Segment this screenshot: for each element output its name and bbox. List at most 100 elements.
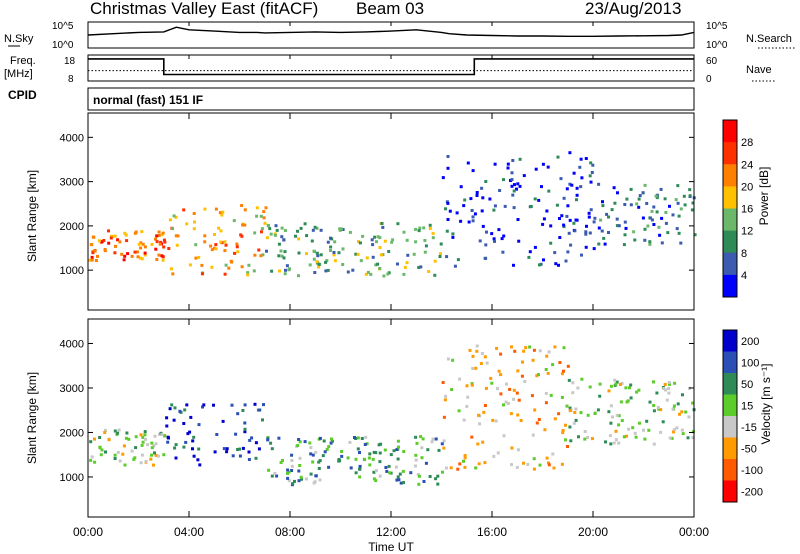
velocity-cell	[185, 403, 189, 407]
velocity-cell	[615, 413, 619, 417]
power-cell	[597, 242, 601, 246]
velocity-cell	[535, 421, 539, 425]
velocity-cell	[465, 404, 469, 408]
velocity-cell	[397, 445, 400, 449]
power-cell	[512, 189, 516, 193]
power-cell	[428, 227, 432, 230]
power-cell	[675, 227, 679, 231]
power-cell	[88, 258, 92, 262]
velocity-cell	[609, 384, 613, 388]
velocity-cell	[243, 427, 247, 431]
nsky-label: N.Sky	[4, 33, 34, 45]
velocity-cell	[125, 431, 129, 435]
power-cell	[493, 162, 497, 166]
velocity-cell	[491, 418, 495, 422]
velocity-cell	[124, 436, 128, 440]
velocity-cell	[481, 440, 485, 444]
power-cell	[541, 162, 545, 166]
power-cell	[209, 244, 213, 248]
velocity-cell	[182, 422, 186, 425]
power-cell	[556, 155, 560, 159]
velocity-cell	[577, 435, 580, 439]
power-cell	[351, 268, 355, 272]
power-ytick-label: 1000	[60, 265, 84, 277]
velocity-cell	[303, 440, 307, 444]
velocity-cell	[281, 459, 284, 462]
power-cell	[257, 248, 261, 252]
velocity-cell	[458, 377, 462, 381]
velocity-cell	[512, 397, 515, 401]
nsky-tick-bottom: 10^0	[52, 40, 74, 51]
power-colorbar-tick: 8	[741, 248, 747, 260]
velocity-cell	[121, 452, 125, 456]
velocity-cell	[686, 436, 690, 440]
velocity-cell	[449, 466, 453, 470]
velocity-cell	[299, 475, 303, 479]
power-cell	[515, 187, 518, 191]
power-cell	[555, 203, 559, 207]
power-cell	[274, 224, 278, 228]
power-cell	[624, 226, 628, 230]
power-cell	[155, 258, 159, 261]
power-cell	[589, 208, 593, 212]
freq-tick-bottom: 8	[68, 74, 74, 85]
velocity-cell	[182, 445, 186, 449]
power-cell	[214, 243, 218, 247]
noise-panel: 10^5 10^0 10^5 10^0	[52, 21, 728, 51]
power-cell	[537, 198, 541, 202]
velocity-cell	[364, 435, 368, 439]
velocity-cell	[397, 478, 401, 482]
velocity-cell	[568, 425, 572, 429]
velocity-cell	[134, 435, 138, 439]
power-cell	[589, 180, 593, 184]
velocity-cell	[519, 419, 523, 422]
velocity-cell	[154, 453, 158, 457]
velocity-cell	[619, 400, 623, 404]
power-cell	[641, 191, 645, 195]
velocity-cell	[378, 474, 382, 478]
velocity-cell	[691, 436, 695, 440]
power-cell	[668, 204, 671, 208]
velocity-colorbar-label: Velocity [m s⁻¹]	[759, 363, 773, 444]
velocity-cell	[515, 465, 519, 469]
velocity-cell	[573, 411, 577, 414]
power-cell	[603, 242, 607, 246]
velocity-cell	[569, 439, 573, 443]
power-cell	[185, 222, 189, 226]
velocity-cell	[173, 406, 177, 410]
power-cell	[538, 263, 541, 267]
velocity-cell	[502, 403, 505, 407]
power-cell	[203, 207, 207, 211]
velocity-cell	[279, 461, 283, 464]
power-cell	[308, 263, 312, 267]
power-cell	[348, 230, 352, 234]
velocity-cell	[398, 472, 402, 476]
power-cell	[572, 221, 576, 225]
power-cell	[559, 177, 563, 181]
power-cell	[676, 201, 680, 205]
velocity-cell	[681, 393, 684, 397]
velocity-cell	[523, 380, 527, 383]
velocity-cell	[544, 368, 548, 371]
velocity-cell	[153, 451, 156, 455]
power-cell	[579, 157, 583, 161]
power-cell	[376, 262, 380, 266]
velocity-cell	[485, 361, 489, 365]
power-cell	[118, 240, 122, 244]
power-cell	[475, 194, 479, 197]
velocity-ytick-label: 2000	[60, 427, 84, 439]
velocity-cell	[608, 434, 612, 438]
velocity-cell	[327, 465, 331, 469]
power-cell	[315, 226, 319, 230]
velocity-cell	[626, 399, 630, 403]
power-cell	[584, 157, 588, 160]
velocity-cell	[680, 428, 684, 432]
velocity-cell	[502, 434, 506, 438]
freq-label-line1: Freq.	[10, 55, 36, 67]
velocity-cell	[298, 464, 302, 467]
power-cell	[637, 197, 641, 201]
nave-tick-top: 60	[706, 56, 718, 67]
velocity-cell	[499, 392, 503, 396]
power-colorbar-tick: 16	[741, 204, 753, 216]
power-cell	[361, 234, 365, 238]
